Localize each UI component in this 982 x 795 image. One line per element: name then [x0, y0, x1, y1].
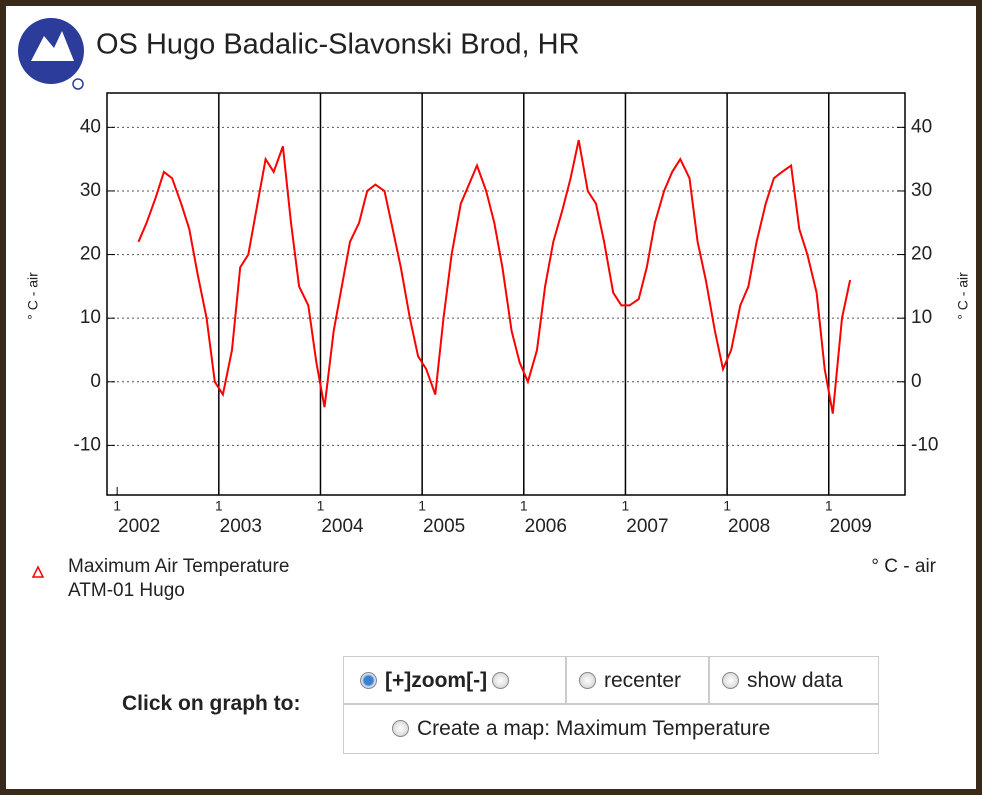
- option-recenter[interactable]: recenter: [566, 656, 709, 704]
- x-tick-label: 2009: [830, 516, 872, 537]
- legend-label: Maximum Air Temperature: [68, 556, 289, 577]
- option-label: [+]zoom[-]: [385, 669, 488, 692]
- chart[interactable]: OS Hugo Badalic-Slavonski Brod, HR ° C -…: [6, 6, 976, 626]
- prompt: Click on graph to:: [122, 692, 301, 715]
- y2-tick-label: 40: [911, 116, 932, 137]
- y2-axis-label: ° C - air: [955, 272, 971, 320]
- logo: [18, 18, 84, 90]
- x-tick-day: 1: [317, 498, 325, 514]
- option-label: Create a map: Maximum Temperature: [417, 717, 771, 740]
- legend-sublabel: ATM-01 Hugo: [68, 580, 185, 601]
- x-tick-day: 1: [723, 498, 731, 514]
- legend-unit: ° C - air: [871, 556, 936, 577]
- x-tick-day: 1: [215, 498, 223, 514]
- x-tick-day: 1: [113, 498, 121, 514]
- y-tick-label: 40: [80, 116, 101, 137]
- option-label: recenter: [604, 669, 682, 692]
- option-zoom[interactable]: [+]zoom[-]: [343, 656, 566, 704]
- y-axis-label: ° C - air: [25, 272, 41, 320]
- option-label: show data: [747, 669, 843, 692]
- x-tick-day: 1: [825, 498, 833, 514]
- x-tick-label: 2004: [321, 516, 364, 537]
- option-show-data[interactable]: show data: [709, 656, 879, 704]
- x-tick-day: 1: [622, 498, 630, 514]
- y2-tick-label: -10: [911, 434, 938, 455]
- y2-tick-label: 0: [911, 371, 922, 392]
- x-tick-label: 2002: [118, 516, 160, 537]
- y-tick-label: 0: [90, 371, 101, 392]
- y-tick-label: -10: [74, 434, 101, 455]
- x-tick-label: 2005: [423, 516, 465, 537]
- x-tick-label: 2003: [220, 516, 262, 537]
- x-tick-label: 2007: [626, 516, 668, 537]
- y2-tick-label: 20: [911, 244, 932, 265]
- plot-frame: [106, 92, 906, 496]
- x-tick-day: 1: [418, 498, 426, 514]
- legend-marker: [31, 565, 45, 578]
- y-tick-label: 30: [80, 180, 101, 201]
- x-tick-day: 1: [520, 498, 528, 514]
- y-tick-label: 10: [80, 307, 101, 328]
- x-tick-label: 2008: [728, 516, 770, 537]
- chart-title: OS Hugo Badalic-Slavonski Brod, HR: [96, 29, 580, 61]
- y2-tick-label: 10: [911, 307, 932, 328]
- option-map[interactable]: Create a map: Maximum Temperature: [343, 704, 879, 754]
- y2-tick-label: 30: [911, 180, 932, 201]
- x-tick-label: 2006: [525, 516, 567, 537]
- data-line: [137, 139, 852, 414]
- y-tick-label: 20: [80, 244, 101, 265]
